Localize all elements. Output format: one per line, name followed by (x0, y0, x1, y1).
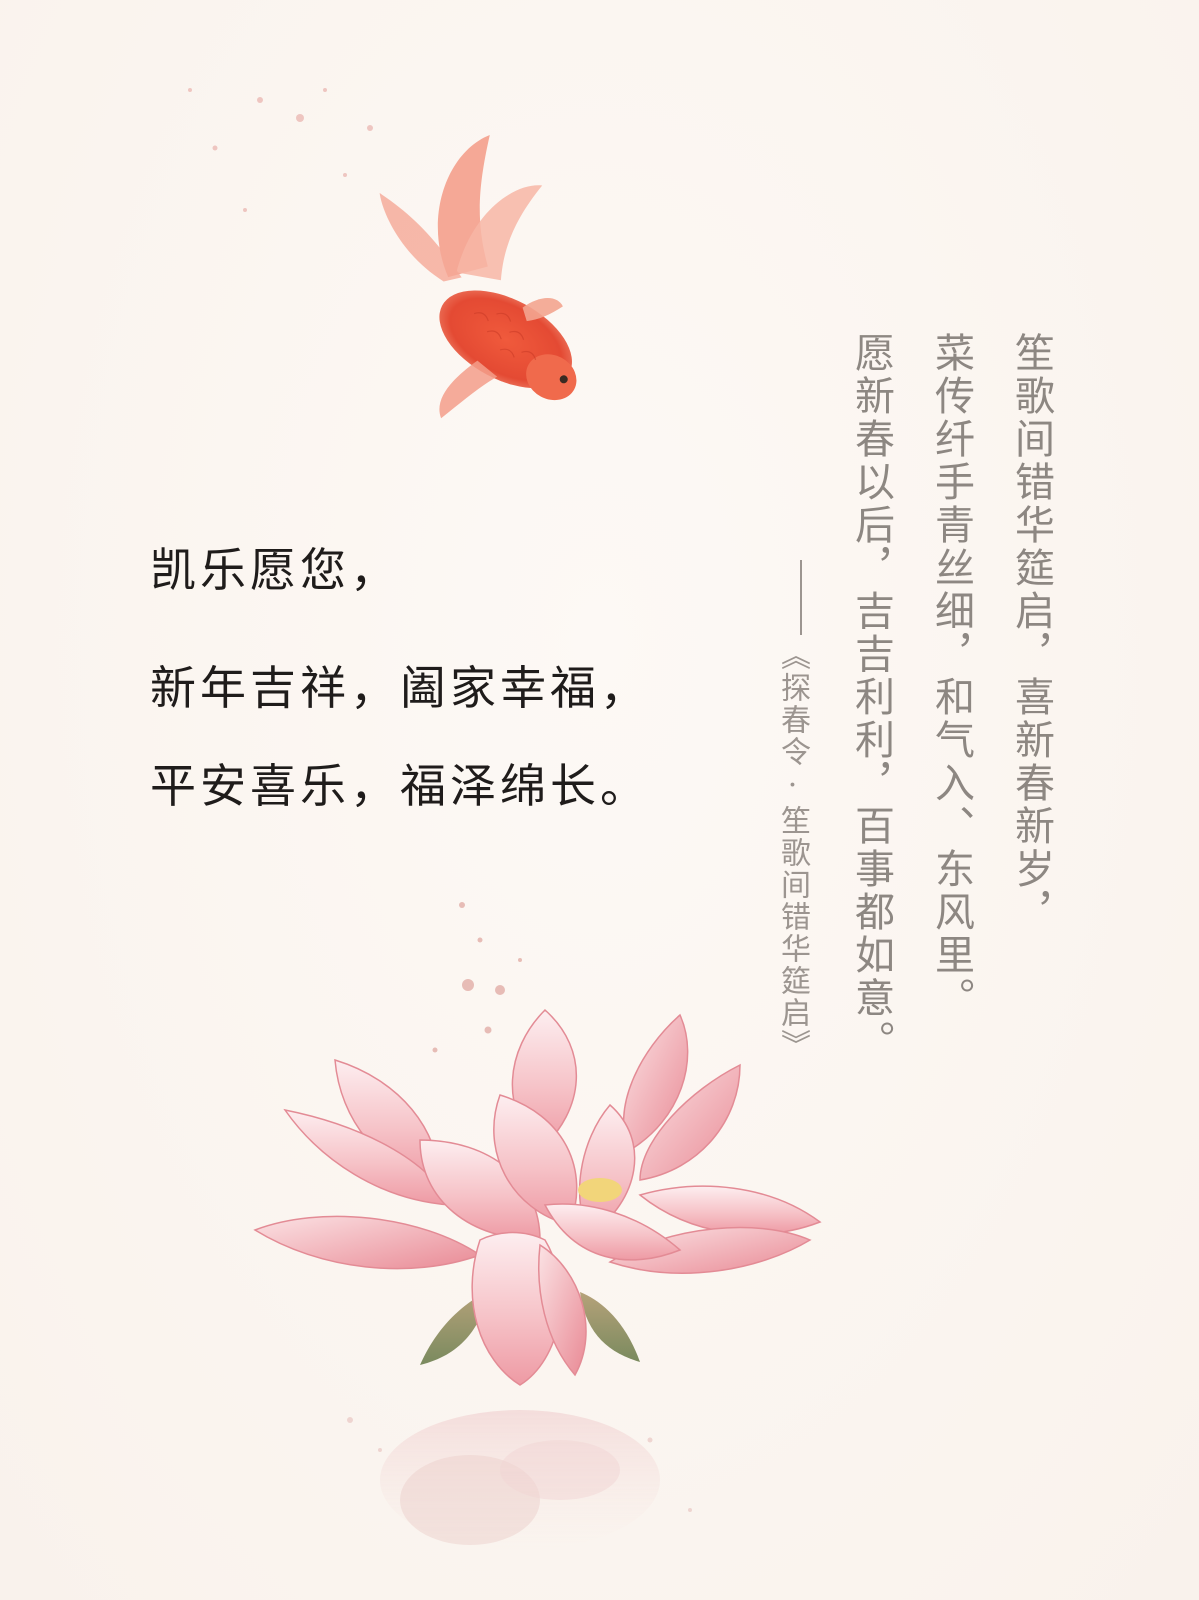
attribution-dash (800, 560, 802, 635)
lotus-flower-illustration (253, 1008, 822, 1386)
greeting-line-1: 凯乐愿您， (150, 543, 400, 597)
splatter-dots-top (188, 88, 373, 212)
goldfish-illustration (379, 134, 577, 419)
poem-column-3: 愿新春以后，吉吉利利，百事都如意。 (848, 332, 894, 1063)
greeting-line-2: 新年吉祥，阖家幸福， (150, 661, 650, 715)
greeting-text: 凯乐愿您， 新年吉祥，阖家幸福， 平安喜乐，福泽绵长。 (150, 540, 650, 816)
greeting-line-3: 平安喜乐，福泽绵长。 (150, 759, 650, 813)
poem-attribution: 《探春令·笙歌间错华筵启》 (775, 640, 810, 1061)
lotus-reflection (347, 1410, 692, 1550)
splatter-dots-lotus (432, 902, 522, 1053)
poem-column-2: 菜传纤手青丝细，和气入、东风里。 (928, 332, 974, 1020)
poem-column-1: 笙歌间错华筵启，喜新春新岁， (1008, 332, 1054, 934)
